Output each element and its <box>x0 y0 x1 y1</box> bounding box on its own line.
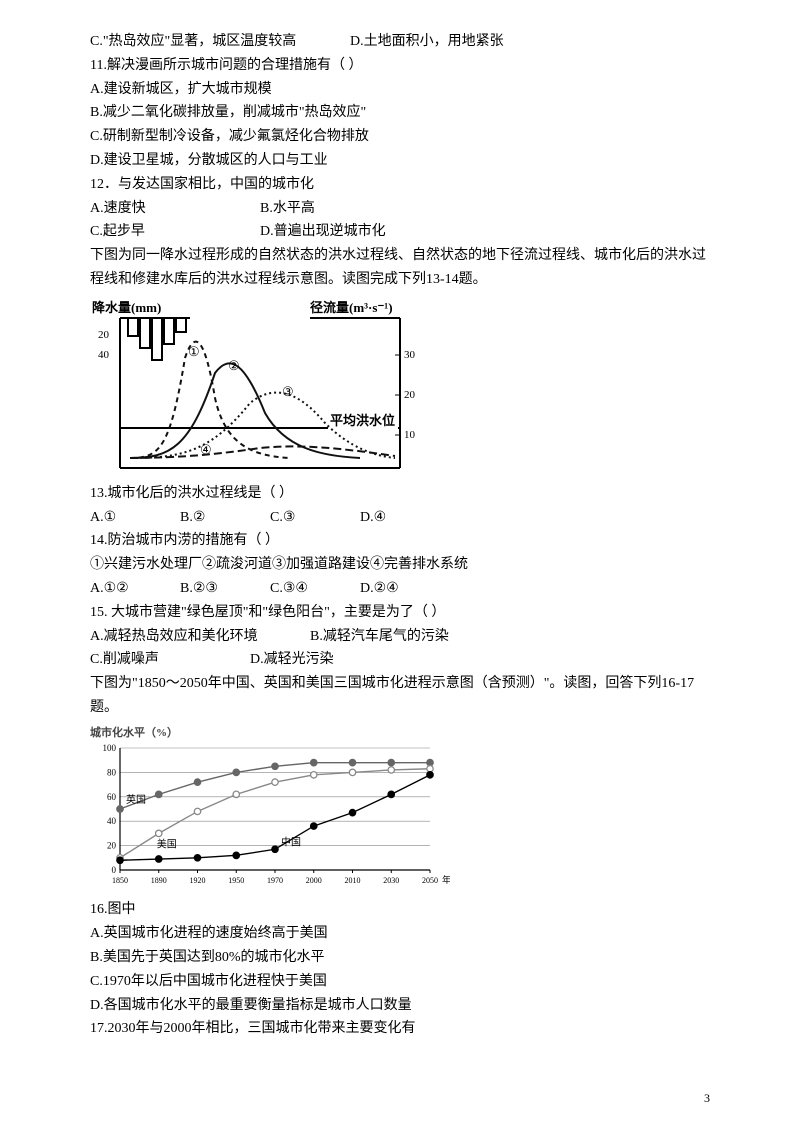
q11-stem: 11.解决漫画所示城市问题的合理措施有（ ） <box>90 54 710 78</box>
q15-stem: 15. 大城市营建"绿色屋顶"和"绿色阳台"，主要是为了（ ） <box>90 601 710 625</box>
chart1-lbl-1: ① <box>188 344 200 359</box>
svg-text:1950: 1950 <box>228 876 244 885</box>
chart1-ltick-40: 40 <box>98 349 110 361</box>
q12-a: A.速度快 <box>90 197 260 221</box>
svg-text:1890: 1890 <box>151 876 167 885</box>
svg-text:2000: 2000 <box>306 876 322 885</box>
svg-text:美国: 美国 <box>157 838 177 851</box>
chart1-rtick-30: 30 <box>404 349 416 361</box>
q12-d: D.普遍出现逆城市化 <box>260 220 386 244</box>
svg-text:1920: 1920 <box>190 876 206 885</box>
q13-c: C.③ <box>270 506 360 530</box>
q12-c: C.起步早 <box>90 220 260 244</box>
q11-c: C.研制新型制冷设备，减少氟氯烃化合物排放 <box>90 125 710 149</box>
chart1-ltick-20: 20 <box>98 329 110 341</box>
svg-text:1970: 1970 <box>267 876 283 885</box>
q13-opts: A.① B.② C.③ D.④ <box>90 506 710 530</box>
q11-b: B.减少二氧化碳排放量，削减城市"热岛效应" <box>90 101 710 125</box>
q12-cd: C.起步早 D.普遍出现逆城市化 <box>90 220 710 244</box>
q14-d: D.②④ <box>360 577 450 601</box>
q11-a: A.建设新城区，扩大城市规模 <box>90 78 710 102</box>
chart1-lbl-2: ② <box>228 358 240 373</box>
svg-text:20: 20 <box>107 841 117 851</box>
q16-d: D.各国城市化水平的最重要衡量指标是城市人口数量 <box>90 994 710 1018</box>
intro-13-14: 下图为同一降水过程形成的自然状态的洪水过程线、自然状态的地下径流过程线、城市化后… <box>90 244 710 292</box>
chart1-left-label: 降水量(mm) <box>92 300 161 315</box>
flood-hydrograph-chart: 降水量(mm) 径流量(m³·s⁻¹) 20 40 10 20 30 平均洪水位… <box>90 298 420 478</box>
chart1-avg-label: 平均洪水位 <box>330 413 395 428</box>
q10-c: C."热岛效应"显著，城区温度较高 <box>90 30 350 54</box>
svg-text:中国: 中国 <box>281 836 301 849</box>
q15-ab: A.减轻热岛效应和美化环境 B.减轻汽车尾气的污染 <box>90 625 710 649</box>
q17-stem: 17.2030年与2000年相比，三国城市化带来主要变化有 <box>90 1017 710 1041</box>
q16-a: A.英国城市化进程的速度始终高于美国 <box>90 922 710 946</box>
q14-choices: ①兴建污水处理厂②疏浚河道③加强道路建设④完善排水系统 <box>90 553 710 577</box>
q12-ab: A.速度快 B.水平高 <box>90 197 710 221</box>
q14-stem: 14.防治城市内涝的措施有（ ） <box>90 529 710 553</box>
chart2-title: 城市化水平（%） <box>90 724 710 743</box>
q13-d: D.④ <box>360 506 450 530</box>
svg-text:0: 0 <box>112 865 117 875</box>
chart1-lbl-3: ③ <box>282 384 294 399</box>
q16-b: B.美国先于英国达到80%的城市化水平 <box>90 946 710 970</box>
svg-text:80: 80 <box>107 768 117 778</box>
page-number: 3 <box>704 1088 710 1108</box>
q14-a: A.①② <box>90 577 180 601</box>
chart1-right-label: 径流量(m³·s⁻¹) <box>310 300 393 315</box>
q15-a: A.减轻热岛效应和美化环境 <box>90 625 310 649</box>
q13-a: A.① <box>90 506 180 530</box>
q14-c: C.③④ <box>270 577 360 601</box>
q12-stem: 12．与发达国家相比，中国的城市化 <box>90 173 710 197</box>
q14-b: B.②③ <box>180 577 270 601</box>
svg-text:100: 100 <box>103 743 117 753</box>
svg-text:英国: 英国 <box>126 793 146 806</box>
q11-d: D.建设卫星城，分散城区的人口与工业 <box>90 149 710 173</box>
svg-text:2050: 2050 <box>422 876 438 885</box>
q10-d: D.土地面积小，用地紧张 <box>350 30 504 54</box>
q12-b: B.水平高 <box>260 197 315 221</box>
urbanization-chart: 0 20 40 60 80 100 1850 1890 1920 1950 1970 2000 2010… <box>90 742 450 892</box>
svg-text:2010: 2010 <box>345 876 361 885</box>
svg-text:40: 40 <box>107 817 117 827</box>
q16-stem: 16.图中 <box>90 898 710 922</box>
chart1-rtick-10: 10 <box>404 429 416 441</box>
q13-b: B.② <box>180 506 270 530</box>
q15-cd: C.削减噪声 D.减轻光污染 <box>90 648 710 672</box>
svg-text:2030: 2030 <box>383 876 399 885</box>
svg-text:1850: 1850 <box>112 876 128 885</box>
q14-opts: A.①② B.②③ C.③④ D.②④ <box>90 577 710 601</box>
q15-b: B.减轻汽车尾气的污染 <box>310 625 449 649</box>
q13-stem: 13.城市化后的洪水过程线是（ ） <box>90 482 710 506</box>
intro-16-17: 下图为"1850～2050年中国、英国和美国三国城市化进程示意图（含预测）"。读… <box>90 672 710 720</box>
svg-text:60: 60 <box>107 792 117 802</box>
q15-d: D.减轻光污染 <box>250 648 334 672</box>
q10-opts-cd: C."热岛效应"显著，城区温度较高 D.土地面积小，用地紧张 <box>90 30 710 54</box>
chart1-rtick-20: 20 <box>404 389 416 401</box>
q15-c: C.削减噪声 <box>90 648 250 672</box>
chart1-lbl-4: ④ <box>200 442 212 457</box>
q16-c: C.1970年以后中国城市化进程快于美国 <box>90 970 710 994</box>
svg-text:年: 年 <box>442 874 450 885</box>
